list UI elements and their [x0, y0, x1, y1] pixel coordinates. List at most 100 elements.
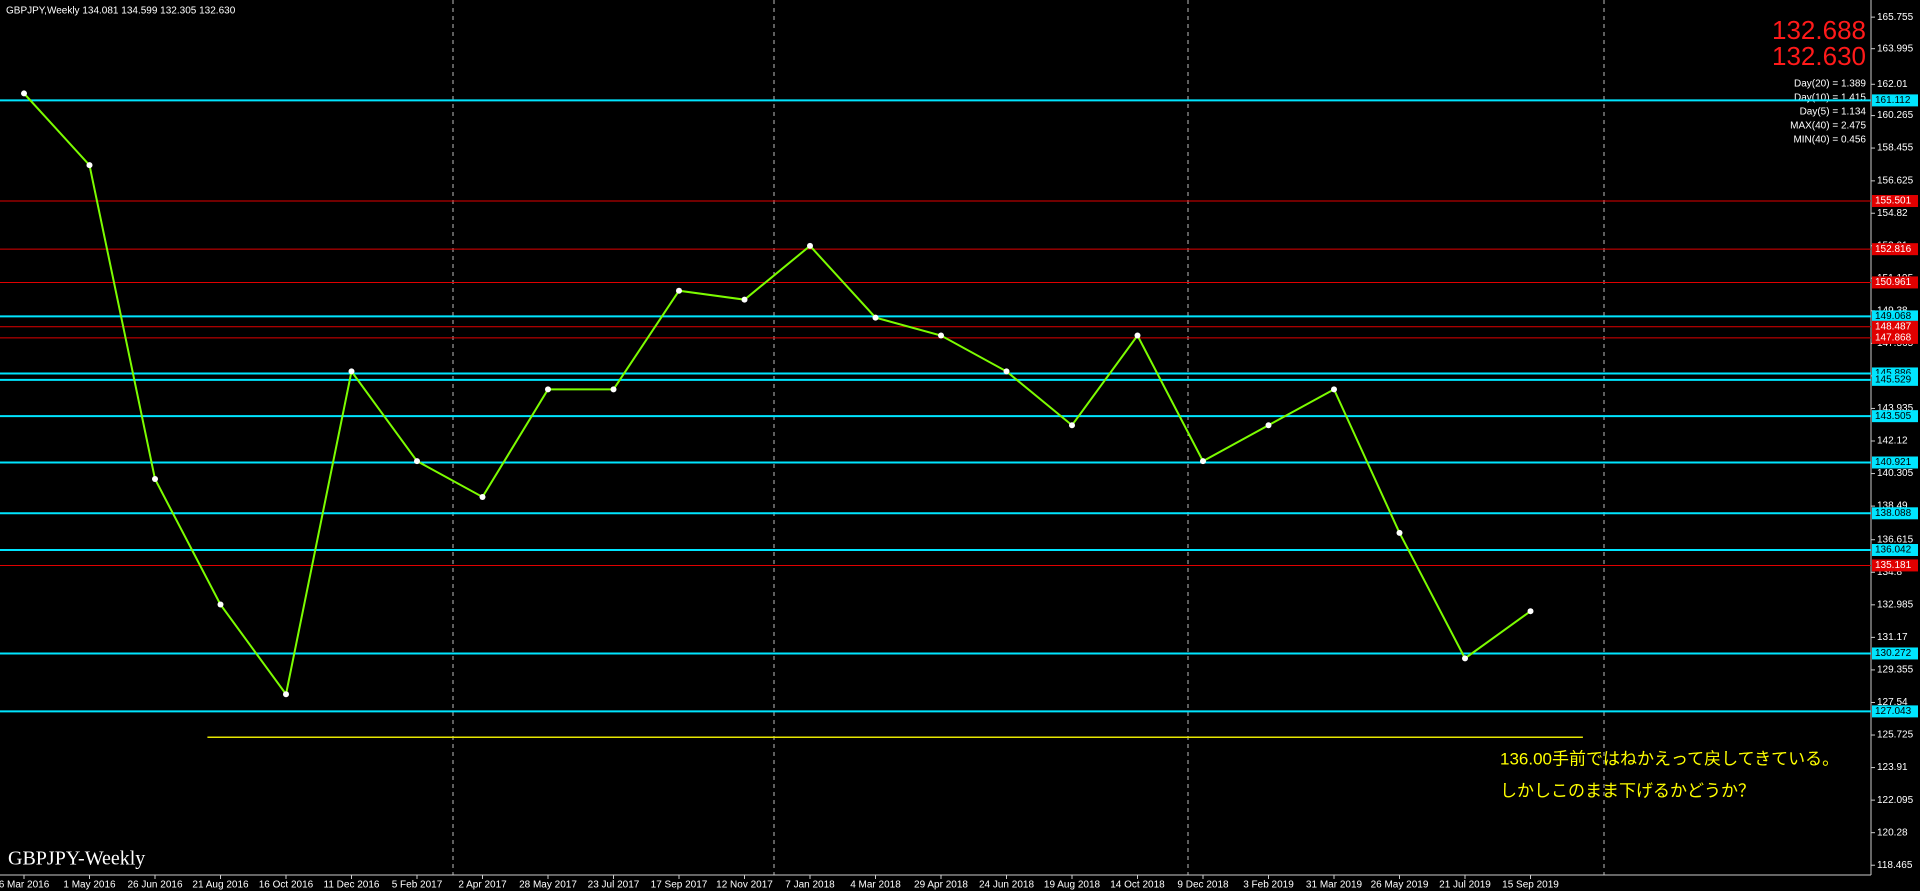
price-point	[348, 368, 355, 375]
y-tick-label: 127.54	[1877, 697, 1908, 708]
ask: 132.630	[1772, 41, 1866, 71]
level-tag	[1872, 331, 1918, 344]
x-tick-label: 24 Jun 2018	[979, 880, 1034, 891]
bid: 132.688	[1772, 15, 1866, 45]
level-label: 145.886	[1875, 368, 1912, 379]
level-tag	[1872, 94, 1918, 107]
level-label: 136.042	[1875, 545, 1912, 556]
x-tick-label: 29 Apr 2018	[914, 880, 968, 891]
level-tag	[1872, 544, 1918, 556]
x-tick-label: 4 Mar 2018	[850, 880, 901, 891]
price-point	[610, 386, 617, 393]
y-tick-label: 156.625	[1877, 176, 1914, 187]
y-tick-label: 163.995	[1877, 43, 1914, 54]
y-tick-label: 136.615	[1877, 534, 1914, 545]
level-tag	[1872, 647, 1918, 660]
watermark: GBPJPY-Weekly	[8, 848, 145, 870]
level-tag	[1872, 310, 1918, 323]
price-point	[1462, 655, 1468, 662]
price-line	[23, 92, 1532, 697]
price-point	[1200, 458, 1206, 465]
header: GBPJPY,Weekly 134.081 134.599 132.305 13…	[6, 6, 236, 17]
price-point	[872, 314, 879, 321]
price-point	[217, 601, 224, 608]
level-label: 149.068	[1875, 311, 1912, 322]
level-tag	[1872, 507, 1918, 520]
level-tag	[1872, 410, 1918, 423]
level-label: 155.501	[1875, 196, 1912, 207]
y-tick-label: 131.17	[1877, 632, 1908, 643]
price-point	[676, 287, 682, 294]
y-tick-label: 123.91	[1877, 762, 1908, 773]
level-tag	[1872, 195, 1918, 208]
x-tick-label: 23 Jul 2017	[588, 880, 640, 891]
price-point	[21, 90, 27, 97]
y-tick-label: 120.28	[1877, 827, 1908, 838]
level-label: 152.816	[1875, 244, 1912, 255]
x-tick-label: 3 Feb 2019	[1243, 880, 1294, 891]
x-tick-label: 26 Jun 2016	[127, 880, 182, 891]
level-label: 127.043	[1875, 706, 1912, 717]
level-tag	[1872, 243, 1918, 256]
y-tick-label: 158.455	[1877, 143, 1914, 154]
level-label: 147.868	[1875, 333, 1912, 344]
x-tick-label: 21 Jul 2019	[1439, 880, 1491, 891]
y-tick-label: 134.8	[1877, 567, 1902, 578]
x-tick-label: 6 Mar 2016	[0, 880, 50, 891]
price-point	[86, 162, 93, 169]
y-tick-label: 138.49	[1877, 501, 1908, 512]
price-point	[741, 296, 748, 303]
info-line: MAX(40) = 2.475	[1790, 121, 1866, 132]
level-label: 138.088	[1875, 508, 1912, 519]
level-label: 150.961	[1875, 277, 1912, 288]
level-tag	[1872, 456, 1918, 469]
level-tag	[1872, 320, 1918, 333]
price-point	[1331, 386, 1337, 393]
info-line: Day(20) = 1.389	[1794, 79, 1866, 90]
level-tag	[1872, 705, 1918, 718]
x-tick-label: 21 Aug 2016	[192, 880, 249, 891]
level-tag	[1872, 559, 1918, 572]
level-label: 161.112	[1875, 95, 1911, 106]
x-tick-label: 7 Jan 2018	[785, 880, 835, 891]
y-tick-label: 132.985	[1877, 599, 1914, 610]
price-point	[1265, 422, 1272, 429]
x-tick-label: 26 May 2019	[1371, 880, 1429, 891]
y-tick-label: 122.095	[1877, 795, 1914, 806]
info-line: MIN(40) = 0.456	[1793, 135, 1866, 146]
price-point	[807, 242, 813, 249]
y-tick-label: 160.265	[1877, 110, 1914, 121]
annotation: しかしこのまま下げるかどうか？	[1500, 781, 1755, 800]
info-line: Day(10) = 1.415	[1794, 93, 1866, 104]
x-tick-label: 5 Feb 2017	[392, 880, 443, 891]
x-tick-label: 1 May 2016	[63, 880, 116, 891]
annotation: 136.00手前ではねかえって戻してきている。	[1500, 749, 1839, 768]
price-point	[479, 493, 486, 500]
y-tick-label: 118.465	[1877, 860, 1913, 871]
price-point	[283, 691, 289, 698]
price-point	[152, 476, 158, 483]
price-point	[938, 332, 944, 339]
x-tick-label: 31 Mar 2019	[1306, 880, 1363, 891]
y-tick-label: 162.01	[1877, 79, 1908, 90]
price-point	[1069, 422, 1075, 429]
price-point	[1134, 332, 1141, 339]
price-point	[414, 458, 420, 465]
level-label: 140.921	[1875, 457, 1912, 468]
level-tag	[1872, 276, 1918, 289]
y-tick-label: 125.725	[1877, 730, 1914, 741]
x-tick-label: 2 Apr 2017	[458, 880, 507, 891]
level-label: 145.529	[1875, 375, 1912, 386]
x-tick-label: 9 Dec 2018	[1177, 880, 1229, 891]
y-tick-label: 154.82	[1877, 208, 1908, 219]
price-point	[1003, 368, 1010, 375]
y-tick-label: 129.355	[1877, 665, 1914, 676]
x-tick-label: 11 Dec 2016	[324, 880, 380, 891]
y-tick-label: 142.12	[1877, 436, 1908, 447]
x-tick-label: 15 Sep 2019	[1502, 880, 1559, 891]
y-tick-label: 165.755	[1877, 12, 1914, 23]
x-tick-label: 12 Nov 2017	[716, 880, 773, 891]
